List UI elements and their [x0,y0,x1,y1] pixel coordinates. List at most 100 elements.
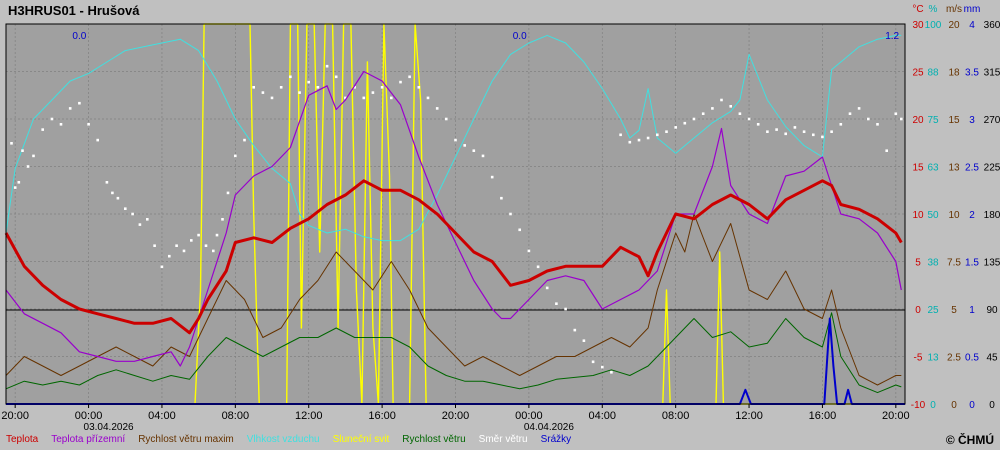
y-tick-label: 0 [969,400,975,411]
legend-item: Teplota [6,434,39,445]
y-tick-label: 0 [951,400,957,411]
legend-item: Směr větru [478,434,528,445]
y-tick-label: 135 [984,258,1000,269]
wind-direction-point [298,91,301,94]
legend-item: Rychlost větru [402,434,466,445]
x-tick-label: 08:00 [662,410,690,422]
wind-direction-point [153,244,156,247]
y-axes: °C302520151050-5-10%100887563503825130m/… [911,4,1000,411]
wind-direction-point [344,96,347,100]
wind-direction-point [839,123,843,126]
axis-unit-label: % [929,4,938,15]
wind-direction-point [362,96,366,100]
y-tick-label: 90 [986,305,998,316]
wind-direction-point [353,86,356,89]
y-tick-label: 0 [989,400,995,411]
x-date-label: 03.04.2026 [84,422,134,433]
y-tick-label: 7.5 [947,258,961,269]
wind-direction-point [426,96,430,100]
wind-direction-point [87,123,90,126]
precip-daily-sum: 1.2 [885,31,899,42]
wind-direction-point [390,96,393,100]
y-tick-label: 10 [948,210,960,221]
y-tick-label: 38 [927,258,939,269]
copyright-label: © ČHMÚ [945,433,994,447]
y-tick-label: 0 [930,400,936,411]
y-tick-label: 20 [948,20,960,31]
x-tick-label: 04:00 [589,410,617,422]
wind-direction-point [124,207,127,210]
wind-direction-point [41,128,44,131]
y-tick-label: 3 [969,115,975,126]
y-tick-label: 1.5 [965,258,979,269]
wind-direction-point [78,101,81,105]
wind-direction-point [105,181,109,184]
wind-direction-point [481,154,485,158]
y-tick-label: 270 [984,115,1000,126]
wind-direction-point [334,75,338,79]
wind-direction-point [279,86,283,89]
y-tick-label: -5 [914,353,923,364]
wind-direction-point [408,75,411,79]
wind-direction-point [325,64,329,68]
wind-direction-point [601,365,604,369]
wind-direction-point [490,175,494,179]
wind-direction-point [573,328,577,332]
y-tick-label: 4 [969,20,975,31]
wind-direction-point [289,75,292,79]
y-tick-label: 2 [969,210,975,221]
x-tick-label: 08:00 [222,410,250,422]
wind-direction-point [68,107,72,110]
wind-direction-point [738,112,742,115]
wind-direction-point [13,186,17,189]
wind-direction-point [116,196,120,200]
wind-direction-point [656,133,659,137]
y-tick-label: 3.5 [965,68,979,79]
y-tick-label: 15 [912,163,924,174]
wind-direction-point [190,239,193,242]
chart-title: H3HRUS01 - Hrušová [8,3,140,18]
wind-direction-point [509,212,512,216]
legend-item: Sluneční svit [332,434,390,445]
y-tick-label: -10 [911,400,926,411]
y-tick-label: 75 [927,115,939,126]
wind-direction-point [445,117,448,121]
y-tick-label: 100 [925,20,942,31]
wind-direction-point [252,86,255,89]
wind-direction-point [168,254,171,258]
wind-direction-point [204,244,208,247]
legend-item: Srážky [540,434,572,445]
wind-direction-point [50,117,54,121]
y-tick-label: 5 [915,258,921,269]
series-vlhkost-vzduchu-line [5,34,902,242]
x-date-label: 04.04.2026 [524,422,574,433]
y-tick-label: 88 [927,68,939,79]
wind-direction-point [564,307,567,311]
wind-direction-point [802,130,806,133]
wind-direction-point [463,144,466,147]
series-teplota-line [4,179,903,335]
y-tick-label: 2.5 [947,353,961,364]
y-tick-label: 18 [948,68,960,79]
wind-direction-point [701,112,705,115]
y-tick-label: 360 [984,20,1000,31]
wind-direction-point [215,233,219,237]
wind-direction-point [316,86,320,89]
wind-direction-point [646,136,650,140]
wind-direction-point [784,132,787,136]
y-tick-label: 10 [912,210,924,221]
wind-direction-point [775,128,778,131]
y-tick-label: 25 [927,305,939,316]
x-tick-label: 20:00 [442,410,470,422]
wind-direction-point [307,80,310,84]
axis-unit-label: m/s [946,4,962,15]
wind-direction-point [812,133,815,137]
wind-direction-point [518,228,521,232]
wind-direction-point [197,233,200,237]
wind-direction-point [21,149,24,152]
series-sr-ky-line [6,317,905,405]
legend: Teplota Teplota přízemní Rychlost větru ma… [6,434,584,445]
wind-direction-point [59,123,63,126]
